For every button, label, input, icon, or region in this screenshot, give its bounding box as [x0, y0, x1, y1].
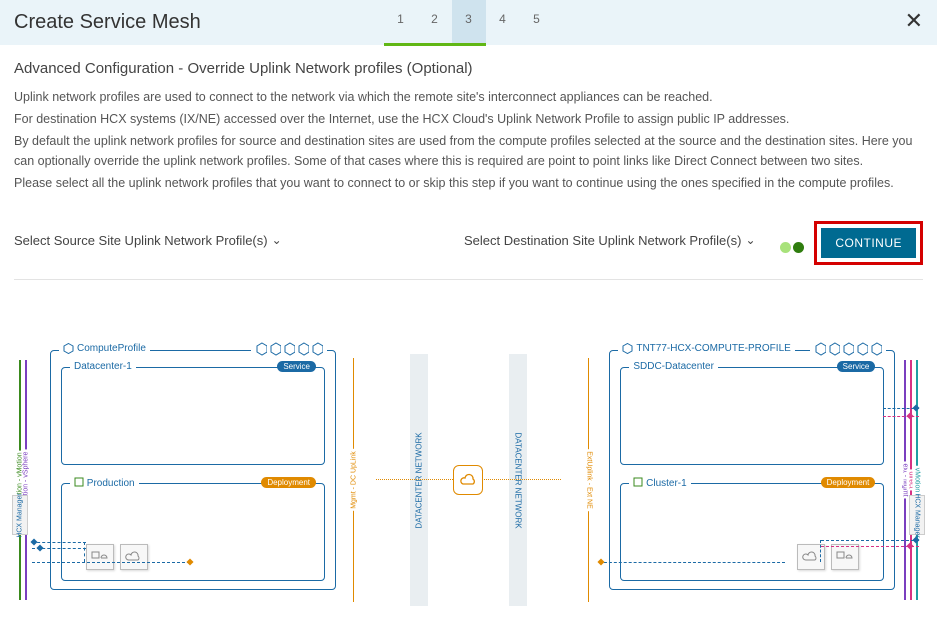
service-badge: Service [277, 361, 316, 372]
desc-3: By default the uplink network profiles f… [14, 131, 923, 171]
step-3[interactable]: 3 [452, 0, 486, 46]
close-icon[interactable]: ✕ [905, 10, 923, 32]
cloud-glyph [802, 550, 820, 564]
cluster-box: Cluster-1 Deployment [620, 483, 884, 581]
profile-name: TNT77-HCX-COMPUTE-PROFILE [636, 343, 790, 354]
chevron-down-icon: ⌄ [745, 233, 755, 247]
source-profile-selector[interactable]: Select Source Site Uplink Network Profil… [14, 233, 434, 248]
profile-name: ComputeProfile [77, 343, 146, 354]
service-badge: Service [837, 361, 876, 372]
step-5[interactable]: 5 [520, 0, 554, 46]
cluster-label: Cluster-1 [629, 477, 690, 489]
status-dot-dark [793, 242, 804, 253]
appliance-icons [86, 544, 148, 570]
rail-label: ExtUplink - Ext NE [585, 449, 594, 511]
appliance-icons [797, 544, 859, 570]
hcx-manager-label: HCX Manager [17, 493, 24, 537]
compute-profile-box: TNT77-HCX-COMPUTE-PROFILE SDDC-Datacente… [609, 350, 895, 590]
cluster-icon [633, 477, 643, 487]
dc-network-pillar-right: DATACENTER NETWORK [509, 354, 527, 606]
service-hex-icon [828, 343, 840, 355]
compute-profile-label: ComputeProfile [59, 343, 150, 354]
content: Advanced Configuration - Override Uplink… [0, 46, 937, 610]
datacenter-label: SDDC-Datacenter [629, 361, 718, 372]
rail-label: vMotion [912, 466, 921, 495]
pillar-label: DATACENTER NETWORK [414, 432, 423, 528]
source-profile-label: Select Source Site Uplink Network Profil… [14, 233, 268, 248]
profile-service-icons [810, 343, 886, 355]
destination-side: ext - Mgmt direct vMotion HCX Manager Ex… [561, 350, 923, 610]
appliance-icon [120, 544, 148, 570]
datacenter-box: Datacenter-1 Service [61, 367, 325, 465]
dest-profile-selector[interactable]: Select Destination Site Uplink Network P… [464, 233, 756, 248]
selectors-row: Select Source Site Uplink Network Profil… [14, 215, 923, 280]
cluster-label: Production [70, 477, 139, 489]
hcx-manager-tab: HCX Manager [909, 495, 925, 535]
desc-4: Please select all the uplink network pro… [14, 173, 923, 193]
step-1[interactable]: 1 [384, 0, 418, 46]
hcx-manager-label: HCX Manager [913, 493, 920, 537]
step-4[interactable]: 4 [486, 0, 520, 46]
rail-label: Mgmt - DC UpLink [350, 449, 359, 511]
cluster-box: Production Deployment [61, 483, 325, 581]
dc-network-pillar-left: DATACENTER NETWORK [410, 354, 428, 606]
profile-service-icons [251, 343, 327, 355]
service-hex-icon [814, 343, 826, 355]
deployment-badge: Deployment [821, 477, 876, 488]
hcx-manager-tab: HCX Manager [12, 495, 28, 535]
pillar-label: DATACENTER NETWORK [514, 432, 523, 528]
cluster-icon [74, 477, 84, 487]
desc-2: For destination HCX systems (IX/NE) acce… [14, 109, 923, 129]
wizard-header: Create Service Mesh 1 2 3 4 5 ✕ [0, 0, 937, 46]
service-hex-icon [269, 343, 281, 355]
continue-button[interactable]: CONTINUE [821, 228, 916, 258]
datacenter-box: SDDC-Datacenter Service [620, 367, 884, 465]
step-2[interactable]: 2 [418, 0, 452, 46]
hexagon-icon [622, 343, 633, 354]
topology-diagram: vMotion - vMotion vMotion - vSphere HCX … [14, 350, 923, 610]
compute-profile-label: TNT77-HCX-COMPUTE-PROFILE [618, 343, 794, 354]
wizard-title: Create Service Mesh [0, 11, 201, 34]
left-outer-rails: vMotion - vMotion vMotion - vSphere [18, 350, 28, 610]
service-hex-icon [283, 343, 295, 355]
hexagon-icon [63, 343, 74, 354]
deployment-badge: Deployment [261, 477, 316, 488]
service-hex-icon [870, 343, 882, 355]
compute-profile-box: ComputeProfile Datacenter-1 Service [50, 350, 336, 590]
source-side: vMotion - vMotion vMotion - vSphere HCX … [14, 350, 376, 610]
continue-highlight: CONTINUE [814, 221, 923, 265]
section-title: Advanced Configuration - Override Uplink… [14, 60, 923, 77]
interconnect-center: DATACENTER NETWORK DATACENTER NETWORK [376, 350, 562, 610]
wizard-steps: 1 2 3 4 5 [384, 0, 554, 46]
service-hex-icon [297, 343, 309, 355]
datacenter-label: Datacenter-1 [70, 361, 136, 372]
status-dot-light [780, 242, 791, 253]
appliance-glyph [836, 550, 854, 564]
service-hex-icon [856, 343, 868, 355]
right-outer-rails: ext - Mgmt direct vMotion [903, 350, 919, 610]
appliance-icon [831, 544, 859, 570]
cloud-icon [453, 465, 483, 495]
service-hex-icon [842, 343, 854, 355]
service-hex-icon [311, 343, 323, 355]
service-hex-icon [255, 343, 267, 355]
appliance-icon [86, 544, 114, 570]
status-indicator [780, 242, 804, 253]
desc-1: Uplink network profiles are used to conn… [14, 87, 923, 107]
dest-profile-label: Select Destination Site Uplink Network P… [464, 233, 741, 248]
chevron-down-icon: ⌄ [272, 233, 282, 247]
